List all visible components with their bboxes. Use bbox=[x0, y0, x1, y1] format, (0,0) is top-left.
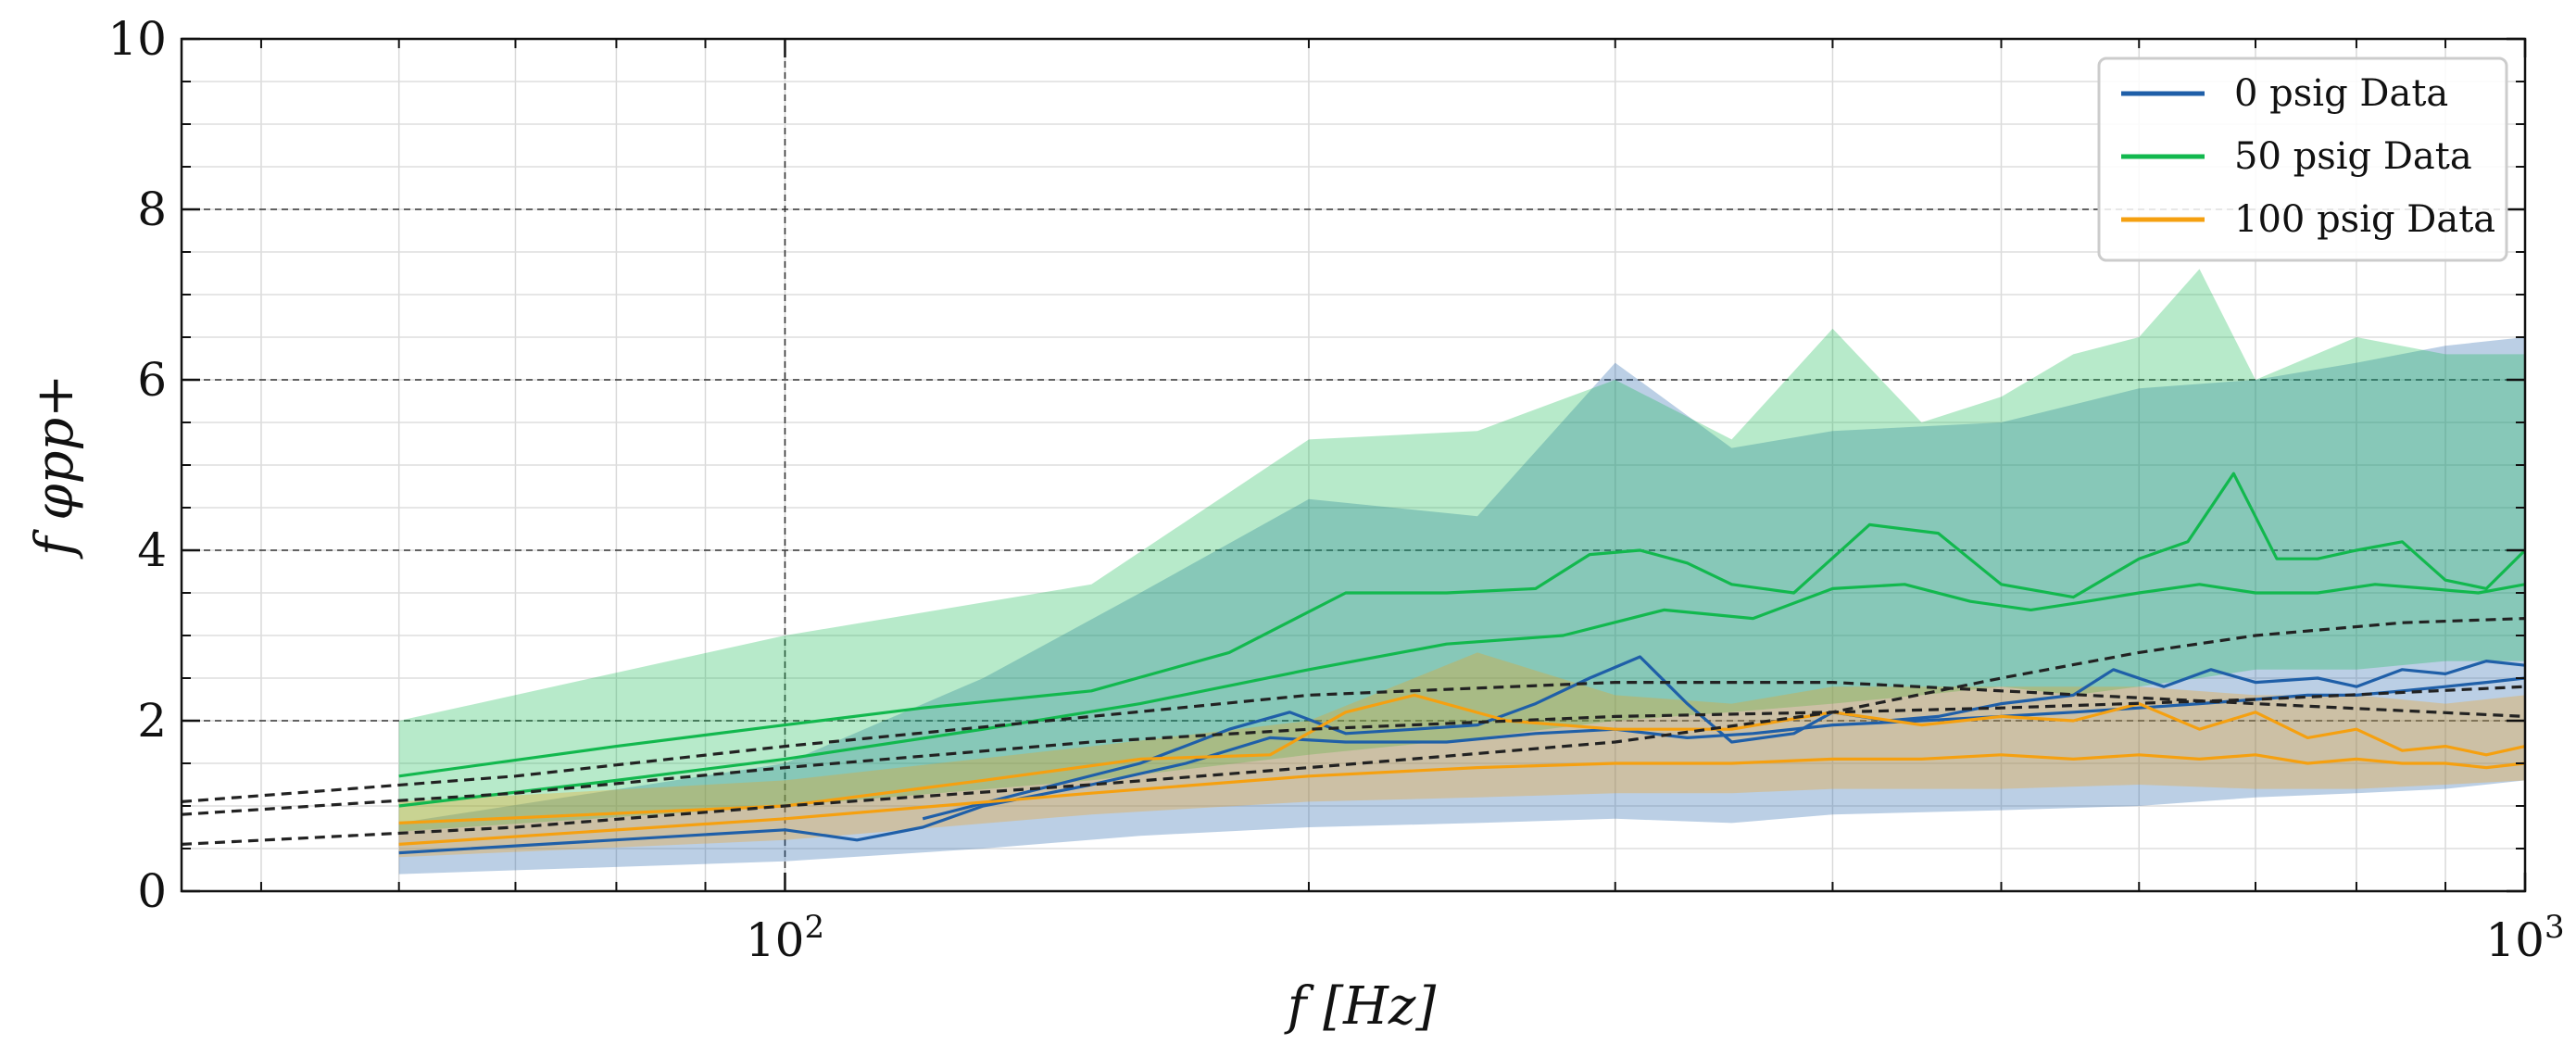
axis-ticks bbox=[182, 37, 2527, 893]
band-1 bbox=[398, 269, 2525, 832]
legend-label-0: 0 psig Data bbox=[2234, 72, 2448, 115]
x-axis-label: f [Hz] bbox=[1284, 976, 1437, 1037]
x-tick-label: 103 bbox=[2485, 909, 2564, 967]
model-curve-0 bbox=[182, 680, 2525, 803]
y-tick-label: 4 bbox=[137, 523, 167, 577]
legend-box bbox=[2097, 57, 2508, 262]
model-curve-1 bbox=[182, 685, 2525, 816]
y-axis-label: f φpp+ bbox=[25, 374, 85, 560]
y-tick-label: 6 bbox=[137, 353, 167, 407]
y-tick-label: 2 bbox=[137, 694, 167, 748]
series-2-line-1 bbox=[398, 753, 2525, 846]
y-tick-label: 8 bbox=[137, 182, 167, 236]
series-2-line-0 bbox=[398, 693, 2525, 824]
band-0 bbox=[398, 337, 2525, 875]
legend-label-1: 50 psig Data bbox=[2234, 135, 2472, 178]
legend-label-2: 100 psig Data bbox=[2234, 198, 2495, 241]
series-1-line-0 bbox=[398, 472, 2525, 778]
model-curves bbox=[182, 617, 2525, 846]
y-tick-label: 0 bbox=[137, 864, 167, 918]
model-curve-2 bbox=[182, 617, 2525, 846]
y-tick-label: 10 bbox=[107, 12, 167, 66]
series-1-line-1 bbox=[398, 583, 2525, 808]
legend: 0 psig Data 50 psig Data 100 psig Data bbox=[2097, 57, 2508, 262]
tick-labels: 0 2 4 6 8 10 102 103 bbox=[107, 12, 2564, 967]
x-tick-label: 102 bbox=[746, 909, 824, 967]
